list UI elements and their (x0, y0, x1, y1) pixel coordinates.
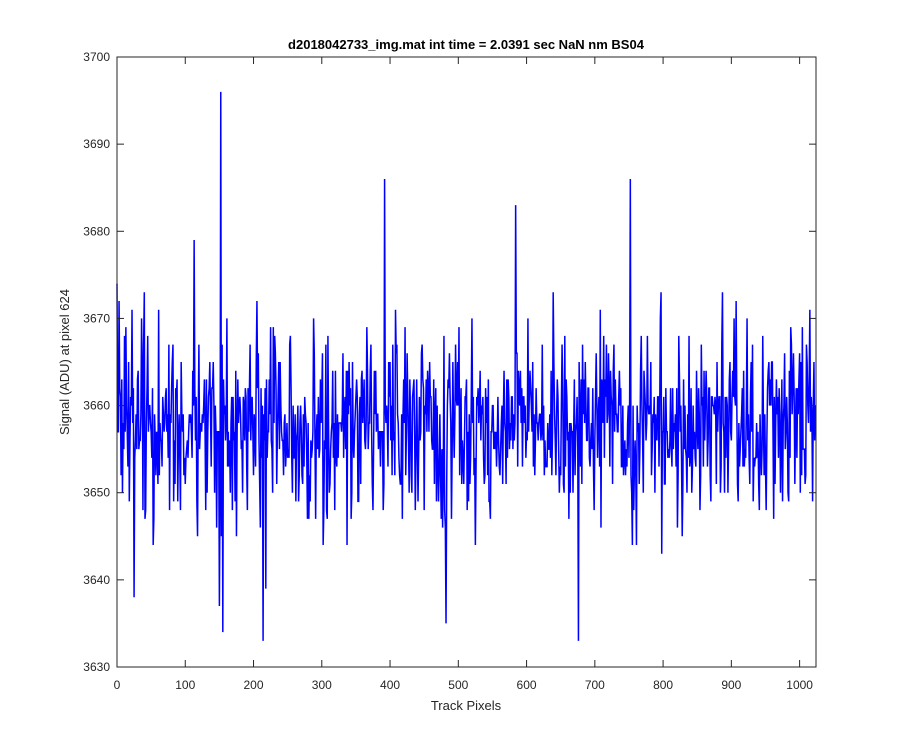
x-tick-label: 500 (448, 678, 468, 692)
x-tick-label: 700 (585, 678, 605, 692)
data-layer (116, 91, 817, 641)
y-axis-label: Signal (ADU) at pixel 624 (57, 289, 72, 435)
x-axis: 0 100 200 300 400 500 600 700 800 900 1000 (114, 57, 813, 692)
x-tick-label: 1000 (786, 678, 813, 692)
x-axis-label: Track Pixels (431, 698, 502, 713)
chart-title: d2018042733_img.mat int time = 2.0391 se… (288, 37, 645, 52)
x-tick-label: 600 (517, 678, 537, 692)
y-tick-label: 3680 (83, 224, 110, 238)
y-tick-label: 3700 (83, 50, 110, 64)
y-tick-label: 3670 (83, 311, 110, 325)
y-tick-label: 3660 (83, 399, 110, 413)
x-tick-label: 300 (312, 678, 332, 692)
x-tick-label: 0 (114, 678, 121, 692)
y-axis: 3630 3640 3650 3660 3670 3680 3690 3700 (83, 50, 816, 674)
plot-area (117, 57, 816, 667)
y-tick-label: 3640 (83, 573, 110, 587)
x-tick-label: 900 (721, 678, 741, 692)
y-tick-label: 3630 (83, 660, 110, 674)
y-tick-label: 3650 (83, 486, 110, 500)
axes-box (116, 56, 817, 668)
x-tick-label: 100 (175, 678, 195, 692)
y-tick-label: 3690 (83, 137, 110, 151)
x-tick-label: 200 (244, 678, 264, 692)
x-tick-label: 400 (380, 678, 400, 692)
series-line (116, 91, 817, 641)
x-tick-label: 800 (653, 678, 673, 692)
